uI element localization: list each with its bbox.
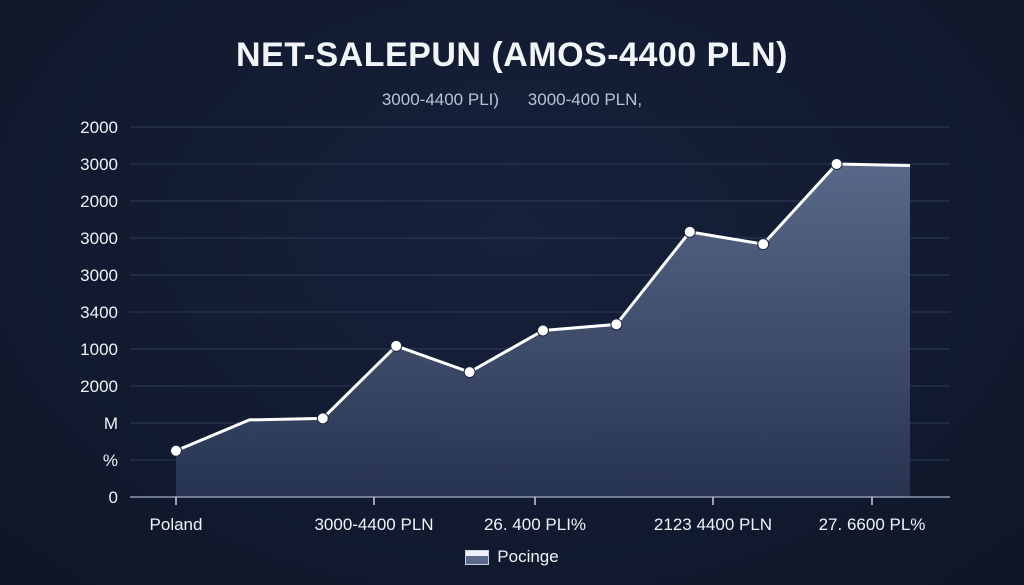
- data-point: [537, 324, 549, 337]
- data-point: [830, 158, 843, 170]
- y-tick-label: %: [103, 451, 118, 470]
- y-tick-label: 3000: [80, 229, 118, 248]
- y-tick-label: 2000: [80, 192, 118, 211]
- chart-title: NET-SALEPUN (AMOS-4400 PLN): [236, 36, 788, 74]
- data-point: [757, 238, 770, 251]
- subtitle-2: 3000-400 PLN,: [527, 90, 643, 109]
- x-tick-label: 26. 400 PLI%: [484, 515, 586, 534]
- y-tick-label: 2000: [80, 118, 118, 137]
- data-point: [170, 444, 182, 457]
- data-point: [316, 412, 329, 425]
- x-tick-label: 27. 6600 PL%: [819, 515, 926, 534]
- y-tick-label: 3000: [80, 266, 118, 285]
- x-tick-label: Poland: [150, 515, 203, 534]
- y-tick-label: 3400: [80, 303, 118, 322]
- data-points: [170, 158, 843, 457]
- y-tick-label: 1000: [80, 340, 118, 359]
- data-point: [463, 366, 476, 379]
- legend: Pocinge: [0, 547, 1024, 567]
- legend-label: Pocinge: [497, 547, 559, 566]
- x-tick-label: 2123 4400 PLN: [654, 515, 772, 534]
- data-point: [683, 225, 696, 238]
- data-point: [610, 318, 623, 331]
- chart-subtitles: 3000-4400 PLI) 3000-400 PLN,: [0, 90, 1024, 110]
- y-tick-label: 2000: [80, 377, 118, 396]
- y-tick-label: 0: [109, 488, 118, 507]
- x-axis-ticks: Poland 3000-4400 PLN 26. 400 PLI% 2123 4400…: [150, 497, 926, 534]
- y-axis-ticks: 2000 3000 2000 3000 3000 3400 1000 2000 M% 0: [80, 118, 118, 507]
- y-tick-label: M: [104, 414, 118, 433]
- y-tick-label: 3000: [80, 155, 118, 174]
- subtitle-1: 3000-4400 PLI): [381, 90, 500, 109]
- x-tick-label: 3000-4400 PLN: [314, 515, 433, 534]
- legend-swatch: [465, 549, 490, 565]
- data-point: [390, 339, 403, 352]
